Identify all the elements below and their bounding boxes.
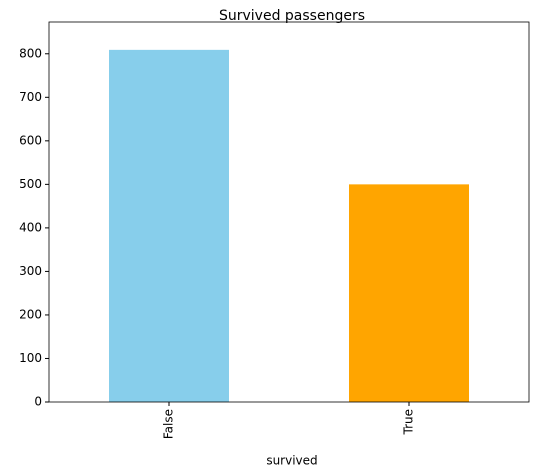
x-tick-label: True [402, 409, 416, 436]
plot-frame [48, 21, 530, 403]
y-tick-label: 400 [19, 220, 42, 234]
x-axis-label: survived [266, 454, 317, 468]
y-tick-label: 0 [34, 395, 42, 409]
y-tick-label: 600 [19, 133, 42, 147]
y-tick-label: 200 [19, 307, 42, 321]
bar [109, 49, 229, 402]
chart-title: Survived passengers [219, 8, 365, 24]
y-tick-label: 700 [19, 90, 42, 104]
y-tick-label: 500 [19, 177, 42, 191]
y-tick-label: 100 [19, 351, 42, 365]
y-tick-label: 300 [19, 264, 42, 278]
x-tick-label: False [162, 409, 176, 439]
bar [349, 184, 469, 402]
y-tick-label: 800 [19, 46, 42, 60]
